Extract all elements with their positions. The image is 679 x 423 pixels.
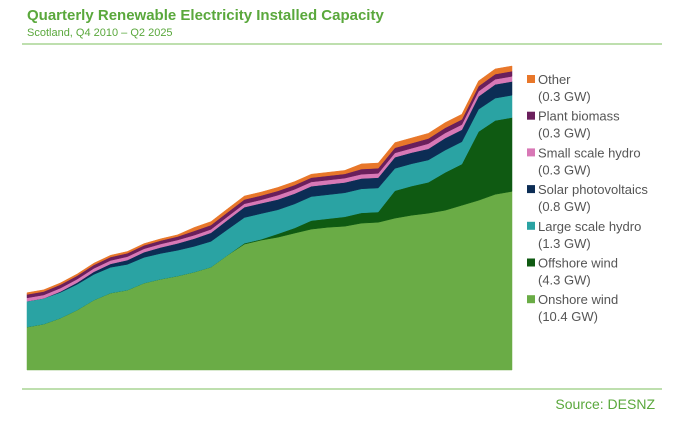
legend-label: Offshore wind <box>538 256 618 271</box>
chart-subtitle: Scotland, Q4 2010 – Q2 2025 <box>27 27 173 39</box>
legend-label: Large scale hydro <box>538 219 641 234</box>
legend-label: Onshore wind <box>538 292 618 307</box>
legend-value: (0.3 GW) <box>538 126 591 141</box>
legend-label: Solar photovoltaics <box>538 182 648 197</box>
legend-swatch <box>527 185 535 194</box>
legend-swatch <box>527 148 535 157</box>
legend-value: (1.3 GW) <box>538 236 591 251</box>
legend-label: Small scale hydro <box>538 145 641 160</box>
legend-value: (0.8 GW) <box>538 199 591 214</box>
legend-value: (4.3 GW) <box>538 273 591 288</box>
legend-label: Other <box>538 72 571 87</box>
chart-title: Quarterly Renewable Electricity Installe… <box>27 7 384 24</box>
legend-swatch <box>527 221 535 230</box>
legend-swatch <box>527 258 535 267</box>
legend-swatch <box>527 75 535 83</box>
source: Source: DESNZ <box>555 396 655 412</box>
legend-label: Plant biomass <box>538 109 620 124</box>
legend-swatch <box>527 111 535 120</box>
area <box>26 65 513 295</box>
legend-value: (0.3 GW) <box>538 162 591 177</box>
legend-value: (10.4 GW) <box>538 309 598 324</box>
legend-swatch <box>527 295 535 304</box>
legend-value: (0.3 GW) <box>538 89 591 104</box>
